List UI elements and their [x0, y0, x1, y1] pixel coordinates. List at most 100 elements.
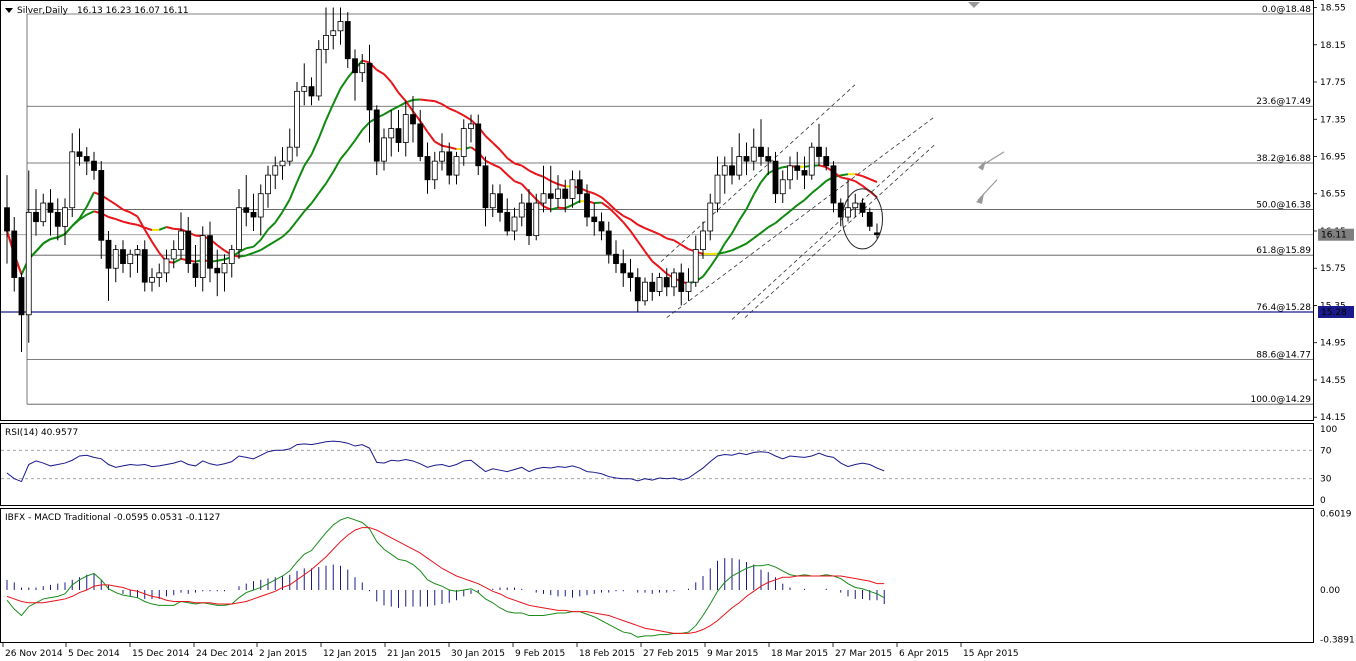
- ma-fast-line: [651, 260, 661, 269]
- candle-body: [149, 277, 155, 283]
- ma-fast-line: [259, 229, 269, 241]
- candle-body: [11, 230, 18, 278]
- x-tick-label: 9 Feb 2015: [515, 649, 565, 659]
- ma-slow-line: [253, 249, 262, 254]
- candle-body: [765, 156, 772, 162]
- candle-body: [431, 160, 438, 181]
- ma-slow-line: [731, 246, 740, 252]
- rsi-tick-label: 70: [1320, 446, 1332, 456]
- candle-body: [736, 156, 743, 176]
- ma-fast-line: [35, 242, 44, 253]
- candle-body: [301, 86, 308, 92]
- ma-slow-line: [767, 222, 777, 229]
- candle-body: [663, 277, 670, 288]
- ma-fast-line: [644, 250, 654, 262]
- candle-body: [25, 211, 32, 316]
- candle-body: [112, 249, 119, 269]
- candle-body: [359, 62, 366, 74]
- ma-slow-line: [420, 98, 428, 102]
- ma-slow-line: [586, 190, 595, 195]
- candle-body: [562, 188, 569, 199]
- x-tick-label: 24 Dec 2014: [196, 649, 254, 659]
- last-price-tag: [1318, 228, 1354, 241]
- candle-body: [257, 193, 264, 218]
- rsi-line: [6, 440, 885, 483]
- ma-fast-line: [122, 208, 131, 214]
- candle-body: [504, 211, 511, 232]
- y-tick-label: 18.55: [1320, 4, 1346, 14]
- ma-fast-line: [390, 81, 400, 94]
- fib-label: 100.0@14.29: [1250, 395, 1311, 405]
- ma-slow-line: [840, 173, 849, 177]
- x-tick-label: 30 Jan 2015: [451, 649, 505, 659]
- ma-slow-line: [288, 220, 298, 231]
- ma-fast-line: [449, 146, 457, 151]
- y-tick-label: 14.55: [1320, 376, 1346, 386]
- ma-slow-line: [521, 164, 530, 172]
- y-tick-label: 17.35: [1320, 115, 1346, 125]
- rsi-title: RSI(14) 40.9577: [5, 428, 78, 438]
- ma-fast-line: [760, 172, 770, 183]
- ma-fast-line: [412, 110, 422, 122]
- ma-fast-line: [723, 232, 733, 245]
- ma-slow-line: [346, 139, 356, 151]
- candle-body: [315, 49, 322, 97]
- ma-fast-line: [658, 266, 668, 275]
- candle-body: [243, 207, 250, 213]
- candle-body: [105, 239, 112, 269]
- ma-fast-line: [252, 239, 262, 248]
- ma-slow-line: [593, 192, 602, 199]
- x-tick-label: 18 Mar 2015: [771, 649, 828, 659]
- ma-slow-line: [658, 233, 668, 240]
- ma-slow-line: [745, 237, 755, 245]
- ma-fast-line: [303, 154, 313, 167]
- candle-body: [120, 249, 126, 264]
- ma-slow-line: [441, 103, 450, 110]
- ma-fast-line: [419, 120, 429, 133]
- chart-symbol: Silver,Daily: [17, 6, 69, 16]
- channel-lower-line: [731, 146, 921, 320]
- ma-fast-line: [709, 255, 719, 268]
- y-tick-label: 17.75: [1320, 78, 1346, 88]
- ma-slow-line: [514, 162, 523, 167]
- ma-slow-line: [774, 216, 784, 224]
- candle-body: [141, 249, 148, 283]
- ma-slow-line: [390, 105, 399, 112]
- x-tick-label: 15 Apr 2015: [963, 649, 1019, 659]
- ma-slow-line: [260, 244, 269, 251]
- ma-slow-line: [550, 180, 559, 186]
- ma-slow-line: [398, 101, 407, 108]
- candle-body: [692, 249, 699, 283]
- collapse-arrow-icon[interactable]: [5, 8, 13, 13]
- ma-slow-line: [666, 237, 675, 242]
- ma-fast-line: [42, 238, 52, 245]
- ma-slow-line: [216, 244, 226, 252]
- candle-body: [272, 165, 279, 176]
- x-tick-label: 5 Dec 2014: [68, 649, 120, 659]
- candle-body: [33, 211, 39, 223]
- ma-fast-line: [636, 240, 646, 253]
- ma-slow-line: [680, 243, 690, 250]
- ma-slow-line: [463, 114, 472, 121]
- candle-body: [671, 272, 677, 288]
- candle-body: [605, 230, 612, 255]
- fib-label: 0.0@18.48: [1262, 5, 1311, 15]
- ma-slow-line: [789, 204, 798, 212]
- candle-body: [402, 114, 409, 143]
- candle-body: [388, 128, 395, 139]
- candle-body: [598, 221, 605, 232]
- ma-fast-line: [608, 206, 617, 216]
- ma-fast-line: [528, 191, 537, 201]
- ma-slow-line: [818, 180, 827, 188]
- ma-slow-line: [506, 157, 516, 165]
- fib-label: 88.6@14.77: [1256, 350, 1311, 360]
- ma-fast-line: [854, 180, 864, 187]
- candle-body: [344, 21, 351, 60]
- ma-fast-line: [564, 204, 573, 210]
- ma-slow-line: [499, 149, 509, 159]
- ma-slow-line: [317, 182, 327, 194]
- candle-body: [620, 263, 627, 274]
- ma-slow-line: [862, 175, 871, 180]
- ma-slow-line: [325, 171, 335, 185]
